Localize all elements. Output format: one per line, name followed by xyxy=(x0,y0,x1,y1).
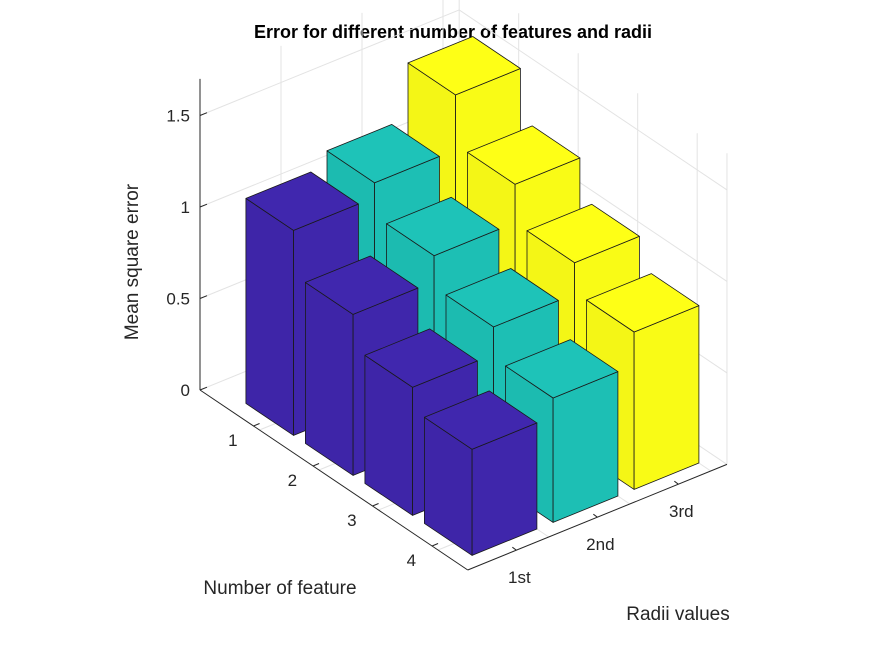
bar-face xyxy=(505,339,619,399)
bar-face xyxy=(304,281,354,476)
z-tick-label: 1 xyxy=(181,198,190,217)
bar-face xyxy=(245,197,295,436)
bar-face xyxy=(407,36,521,96)
x-tick-label: 4 xyxy=(407,551,416,570)
bar-face xyxy=(526,203,640,264)
bar xyxy=(423,390,538,556)
bar-face xyxy=(245,171,359,231)
z-axis-label: Mean square error xyxy=(122,183,143,340)
x-tick-label: 1 xyxy=(228,431,237,450)
bars xyxy=(245,36,700,556)
bar-face xyxy=(423,390,538,450)
y-tick-label: 3rd xyxy=(669,502,694,521)
y-tick-label: 2nd xyxy=(586,535,614,554)
x-axis-label: Number of feature xyxy=(203,578,356,599)
y-axis-label: Radii values xyxy=(626,604,730,625)
axes xyxy=(199,78,728,571)
chart-title: Error for different number of features a… xyxy=(254,22,652,42)
z-tick-label: 0.5 xyxy=(166,290,190,309)
bar-face xyxy=(633,305,700,490)
bar-face xyxy=(364,328,478,388)
z-tick-label: 1.5 xyxy=(166,107,190,126)
bar-face xyxy=(467,125,581,185)
bar-face xyxy=(386,196,500,257)
z-tick-label: 0 xyxy=(181,381,190,400)
bar-face xyxy=(586,273,700,333)
y-tick-label: 1st xyxy=(508,568,531,587)
x-tick-label: 3 xyxy=(347,511,356,530)
tick-labels: 0 0.5 1 1.5 1 2 3 4 1st 2nd 3rd xyxy=(166,107,693,588)
bar-face xyxy=(326,124,440,184)
bar-face xyxy=(445,268,559,328)
bar-face xyxy=(304,255,419,315)
x-tick-label: 2 xyxy=(288,471,297,490)
